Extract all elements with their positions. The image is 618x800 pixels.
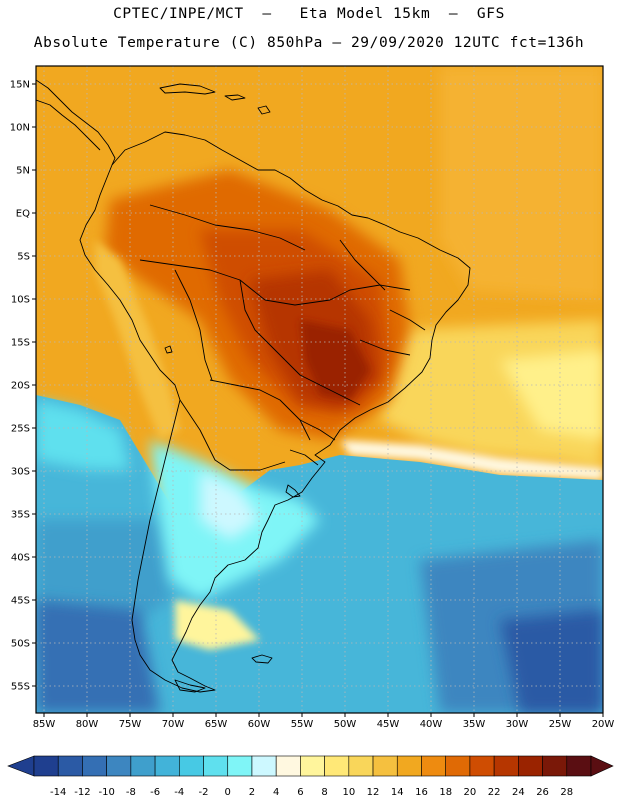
lat-label: 30S xyxy=(11,467,30,478)
lat-label: 35S xyxy=(11,510,30,521)
lat-label: 10S xyxy=(11,295,30,306)
map-subtitle: Absolute Temperature (C) 850hPa – 29/09/… xyxy=(33,35,585,51)
lon-label: 35W xyxy=(463,719,486,730)
legend-swatch xyxy=(57,755,83,777)
coastlines-and-borders xyxy=(36,79,471,693)
lat-label: 5S xyxy=(17,252,30,263)
color-legend xyxy=(7,755,614,777)
legend-tick-label: -8 xyxy=(126,787,136,798)
legend-swatch xyxy=(275,755,301,777)
legend-tick-label: 12 xyxy=(367,787,380,798)
legend-tick-label: 6 xyxy=(297,787,303,798)
legend-tick-label: 8 xyxy=(321,787,327,798)
lon-label: 50W xyxy=(334,719,357,730)
legend-tick-label: 2 xyxy=(249,787,255,798)
map-title: CPTEC/INPE/MCT – Eta Model 15km – GFS xyxy=(113,6,505,22)
legend-swatch xyxy=(493,755,519,777)
legend-tick-label: 16 xyxy=(415,787,428,798)
lat-label: 25S xyxy=(11,424,30,435)
legend-tick-labels: -14 -12 -10 -8 -6 -4 -2 0 2 4 6 8 10 12 14 16 18 20 22 24 26… xyxy=(50,787,573,798)
lon-label: 65W xyxy=(205,719,228,730)
legend-tick-label: 20 xyxy=(464,787,477,798)
lon-label: 60W xyxy=(248,719,271,730)
legend-swatch xyxy=(227,755,253,777)
lon-label: 75W xyxy=(119,719,142,730)
lon-label: 85W xyxy=(33,719,56,730)
legend-swatch xyxy=(324,755,350,777)
lat-label: 5N xyxy=(16,166,30,177)
lat-label: 10N xyxy=(10,123,30,134)
lat-label: 55S xyxy=(11,682,30,693)
legend-swatch xyxy=(469,755,495,777)
lon-label: 20W xyxy=(592,719,615,730)
lon-label: 70W xyxy=(162,719,185,730)
legend-swatch xyxy=(179,755,204,777)
legend-swatch xyxy=(251,755,277,777)
legend-tick-label: 26 xyxy=(536,787,549,798)
legend-tick-label: -10 xyxy=(98,787,114,798)
legend-swatch xyxy=(542,755,568,777)
legend-swatch xyxy=(154,755,180,777)
legend-swatch xyxy=(396,755,422,777)
legend-swatch xyxy=(130,755,156,777)
legend-swatch xyxy=(203,755,229,777)
legend-arrow-left xyxy=(7,755,35,777)
legend-tick-label: 22 xyxy=(488,787,501,798)
lat-label: EQ xyxy=(16,209,30,220)
legend-swatch xyxy=(106,755,132,777)
legend-swatch xyxy=(445,755,471,777)
legend-tick-label: -2 xyxy=(199,787,209,798)
legend-tick-label: 18 xyxy=(439,787,452,798)
lat-label: 45S xyxy=(11,596,30,607)
legend-swatch xyxy=(33,755,59,777)
legend-tick-label: -6 xyxy=(150,787,160,798)
legend-tick-label: 28 xyxy=(560,787,573,798)
lat-label: 15N xyxy=(10,80,30,91)
legend-tick-label: 0 xyxy=(225,787,231,798)
lat-label: 40S xyxy=(11,553,30,564)
map-gridlines xyxy=(36,66,603,713)
lon-label: 40W xyxy=(420,719,443,730)
lon-label: 45W xyxy=(377,719,400,730)
legend-tick-label: -14 xyxy=(50,787,66,798)
temperature-field xyxy=(36,66,603,713)
legend-swatch xyxy=(566,755,592,777)
legend-swatch xyxy=(300,755,325,777)
legend-tick-label: -4 xyxy=(174,787,184,798)
lon-label: 30W xyxy=(506,719,529,730)
lat-label: 15S xyxy=(11,338,30,349)
legend-arrow-right xyxy=(590,755,614,777)
lon-label: 80W xyxy=(76,719,99,730)
map-frame xyxy=(35,65,604,714)
legend-tick-label: 4 xyxy=(273,787,279,798)
legend-swatch xyxy=(421,755,446,777)
lon-label: 25W xyxy=(549,719,572,730)
legend-tick-label: 24 xyxy=(512,787,525,798)
legend-swatch xyxy=(348,755,374,777)
legend-swatch xyxy=(82,755,107,777)
legend-tick-label: -12 xyxy=(74,787,90,798)
legend-swatch xyxy=(372,755,398,777)
legend-swatch xyxy=(518,755,543,777)
lon-label: 55W xyxy=(291,719,314,730)
legend-tick-label: 14 xyxy=(391,787,404,798)
latitude-axis: 15N 10N 5N EQ 5S 10S 15S 20S 25S 30S 35S 40S 45S 50S 5… xyxy=(10,80,36,693)
lat-label: 50S xyxy=(11,639,30,650)
longitude-axis: 85W 80W 75W 70W 65W 60W 55W 50W 45W 40W 35W 30W 25W 2… xyxy=(33,713,615,730)
lat-label: 20S xyxy=(11,381,30,392)
legend-tick-label: 10 xyxy=(342,787,355,798)
